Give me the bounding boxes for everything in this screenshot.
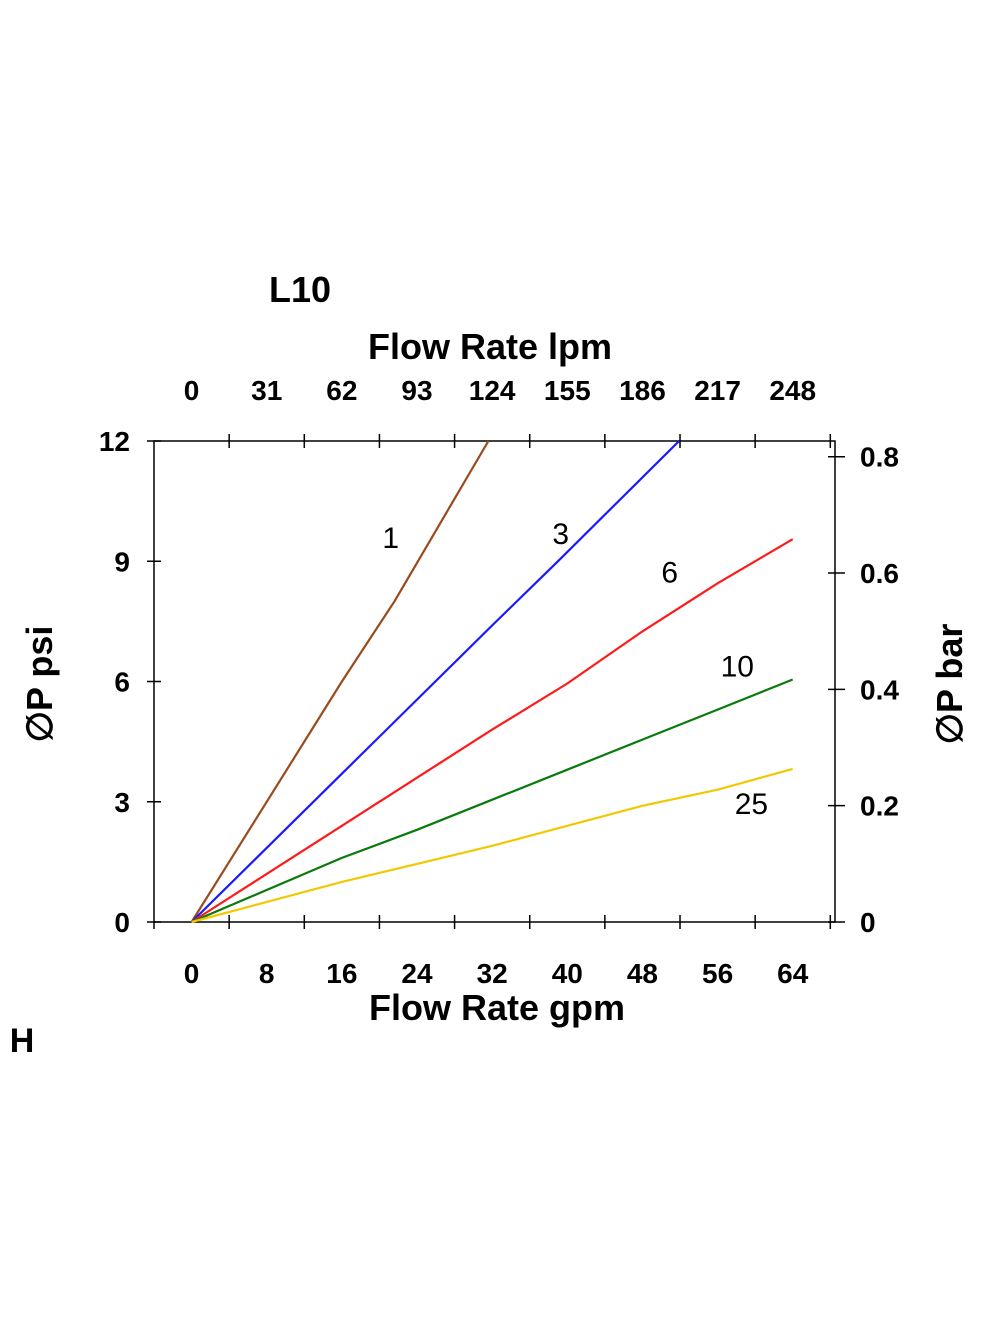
series-line-6: [191, 538, 794, 923]
y-tick-label: 12: [99, 426, 130, 457]
series-label-1: 1: [382, 522, 399, 555]
chart-title: L10: [269, 269, 331, 310]
x-tick-label: 32: [477, 958, 508, 989]
series-line-3: [190, 440, 680, 923]
top-axis-title: Flow Rate lpm: [368, 326, 612, 367]
x2-tick-label: 31: [251, 375, 282, 406]
left-axis-title: ∅P psi: [19, 626, 60, 743]
x-tick-label: 24: [401, 958, 433, 989]
x2-tick-label: 217: [694, 375, 741, 406]
y2-tick-label: 0: [860, 907, 876, 938]
series-line-1: [190, 440, 490, 923]
series-line-25: [191, 767, 793, 924]
y2-tick-label: 0.4: [860, 674, 899, 705]
y-tick-label: 0: [114, 907, 130, 938]
x-tick-label: 16: [326, 958, 357, 989]
x-tick-label: 0: [184, 958, 200, 989]
x-tick-label: 64: [777, 958, 809, 989]
series-line-10: [191, 678, 794, 924]
x-tick-label: 48: [627, 958, 658, 989]
x2-tick-label: 93: [401, 375, 432, 406]
x-tick-label: 40: [552, 958, 583, 989]
x2-tick-label: 124: [469, 375, 516, 406]
corner-label: H: [10, 1022, 35, 1060]
y-tick-label: 3: [114, 787, 130, 818]
series-label-10: 10: [721, 650, 754, 683]
y-tick-label: 9: [114, 546, 130, 577]
y2-tick-label: 0.6: [860, 558, 899, 589]
x-tick-label: 56: [702, 958, 733, 989]
y-tick-label: 6: [114, 667, 130, 698]
x-tick-label: 8: [259, 958, 275, 989]
series-label-6: 6: [661, 556, 678, 589]
y2-tick-label: 0.2: [860, 791, 899, 822]
x2-tick-label: 0: [184, 375, 200, 406]
x2-tick-label: 155: [544, 375, 591, 406]
right-axis-title: ∅P bar: [929, 624, 970, 745]
bottom-axis-title: Flow Rate gpm: [369, 987, 625, 1028]
y2-tick-label: 0.8: [860, 442, 899, 473]
series-label-25: 25: [735, 788, 768, 821]
x2-tick-label: 62: [326, 375, 357, 406]
x2-tick-label: 186: [619, 375, 666, 406]
series-label-3: 3: [552, 518, 569, 551]
x2-tick-label: 248: [769, 375, 816, 406]
